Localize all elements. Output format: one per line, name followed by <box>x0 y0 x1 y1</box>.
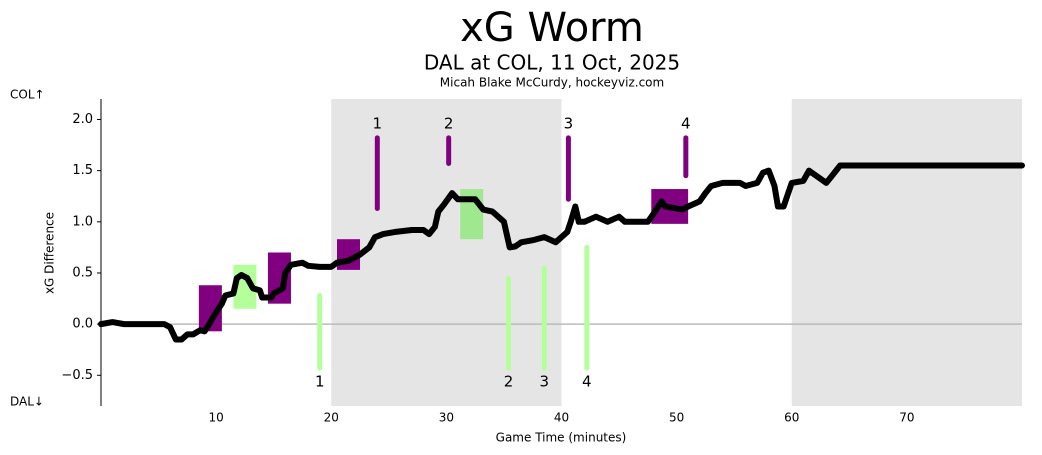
chart-subtitle: DAL at COL, 11 Oct, 2025 <box>424 51 680 75</box>
x-tick-label: 40 <box>554 411 569 425</box>
goal-label: 2 <box>444 114 454 132</box>
team-label: DAL↓ <box>10 395 44 409</box>
period-shade <box>791 99 1022 406</box>
penalty <box>198 285 222 332</box>
x-tick-label: 10 <box>208 411 223 425</box>
y-tick-label: 1.5 <box>72 163 93 178</box>
y-tick-label: 0.5 <box>72 265 93 280</box>
goal-label: 1 <box>315 373 325 391</box>
y-tick-label: 1.0 <box>72 214 93 229</box>
y-axis-label: xG Difference <box>43 212 57 294</box>
x-tick-label: 60 <box>784 411 799 425</box>
goal-label: 4 <box>681 114 691 132</box>
x-tick-label: 70 <box>899 411 914 425</box>
y-tick-label: 0.0 <box>72 317 93 332</box>
x-tick-label: 30 <box>439 411 454 425</box>
goal-label: 3 <box>539 373 549 391</box>
x-axis-label: Game Time (minutes) <box>496 431 627 445</box>
xg-worm <box>98 162 1025 343</box>
goal-label: 3 <box>564 114 574 132</box>
chart-title: xG Worm <box>460 5 644 51</box>
y-tick-label: 2.0 <box>72 112 93 127</box>
goal-label: 1 <box>373 114 383 132</box>
x-tick-label: 50 <box>669 411 684 425</box>
goal-label: 4 <box>582 373 592 391</box>
y-tick-label: −0.5 <box>61 368 93 383</box>
credit: Micah Blake McCurdy, hockeyviz.com <box>440 76 664 90</box>
x-tick-label: 20 <box>324 411 339 425</box>
team-label: COL↑ <box>10 88 45 102</box>
goal-label: 2 <box>504 373 514 391</box>
